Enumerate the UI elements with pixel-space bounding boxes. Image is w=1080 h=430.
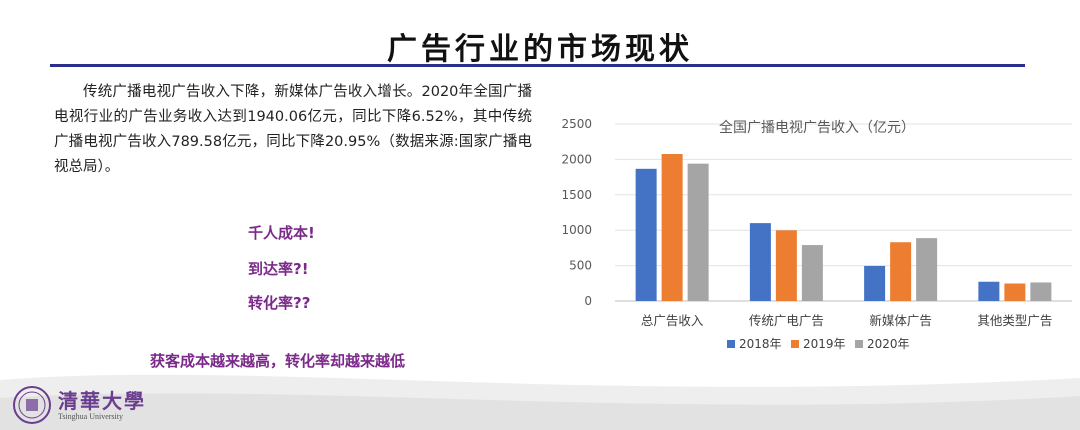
intro-paragraph: 传统广播电视广告收入下降，新媒体广告收入增长。2020年全国广播电视行业的广告业… — [54, 84, 532, 175]
legend-label: 2018年 — [739, 337, 782, 351]
x-category-label: 传统广电广告 — [749, 313, 824, 328]
x-category-label: 新媒体广告 — [869, 313, 932, 328]
bar — [775, 230, 797, 301]
y-tick-label: 2500 — [561, 117, 592, 131]
y-tick-label: 2000 — [561, 152, 592, 166]
logo-subtitle: Tsinghua University — [58, 412, 123, 421]
legend-swatch — [791, 340, 799, 348]
bar — [978, 281, 1000, 301]
page-title: 广告行业的市场现状 — [387, 32, 693, 67]
x-category-label: 总广告收入 — [641, 313, 704, 328]
bar — [749, 223, 771, 301]
y-tick-label: 1000 — [561, 223, 592, 237]
bar — [801, 245, 823, 301]
title-underline — [50, 64, 1025, 67]
chart-title: 全国广播电视广告收入（亿元） — [719, 119, 915, 136]
logo-name: 清華大學 — [58, 389, 146, 413]
callout-cpm: 千人成本! — [248, 224, 315, 242]
bar — [916, 238, 938, 301]
bar — [1004, 283, 1026, 301]
ad-revenue-chart: 0 500 1000 1500 2000 2500 总广告收入 传统广电广告 新媒体广告 其他类型… — [561, 117, 1072, 351]
bar — [864, 265, 886, 301]
y-tick-label: 500 — [569, 259, 592, 273]
y-tick-label: 1500 — [561, 188, 592, 202]
y-tick-label: 0 — [584, 294, 592, 308]
bar — [635, 168, 657, 301]
conclusion-text: 获客成本越来越高，转化率却越来越低 — [150, 352, 406, 370]
bar — [687, 163, 709, 301]
tsinghua-logo: 清華大學 Tsinghua University — [12, 385, 232, 427]
callout-conversion: 转化率?? — [248, 294, 311, 312]
bar — [661, 154, 683, 301]
footer-wave — [0, 374, 1080, 430]
bar — [1030, 282, 1052, 301]
legend-swatch — [727, 340, 735, 348]
x-category-label: 其他类型广告 — [977, 313, 1052, 328]
legend-label: 2019年 — [803, 337, 846, 351]
callout-reach: 到达率?! — [248, 260, 309, 278]
bar — [890, 242, 912, 301]
legend-label: 2020年 — [867, 337, 910, 351]
legend-swatch — [855, 340, 863, 348]
tsinghua-seal-icon — [13, 386, 51, 424]
